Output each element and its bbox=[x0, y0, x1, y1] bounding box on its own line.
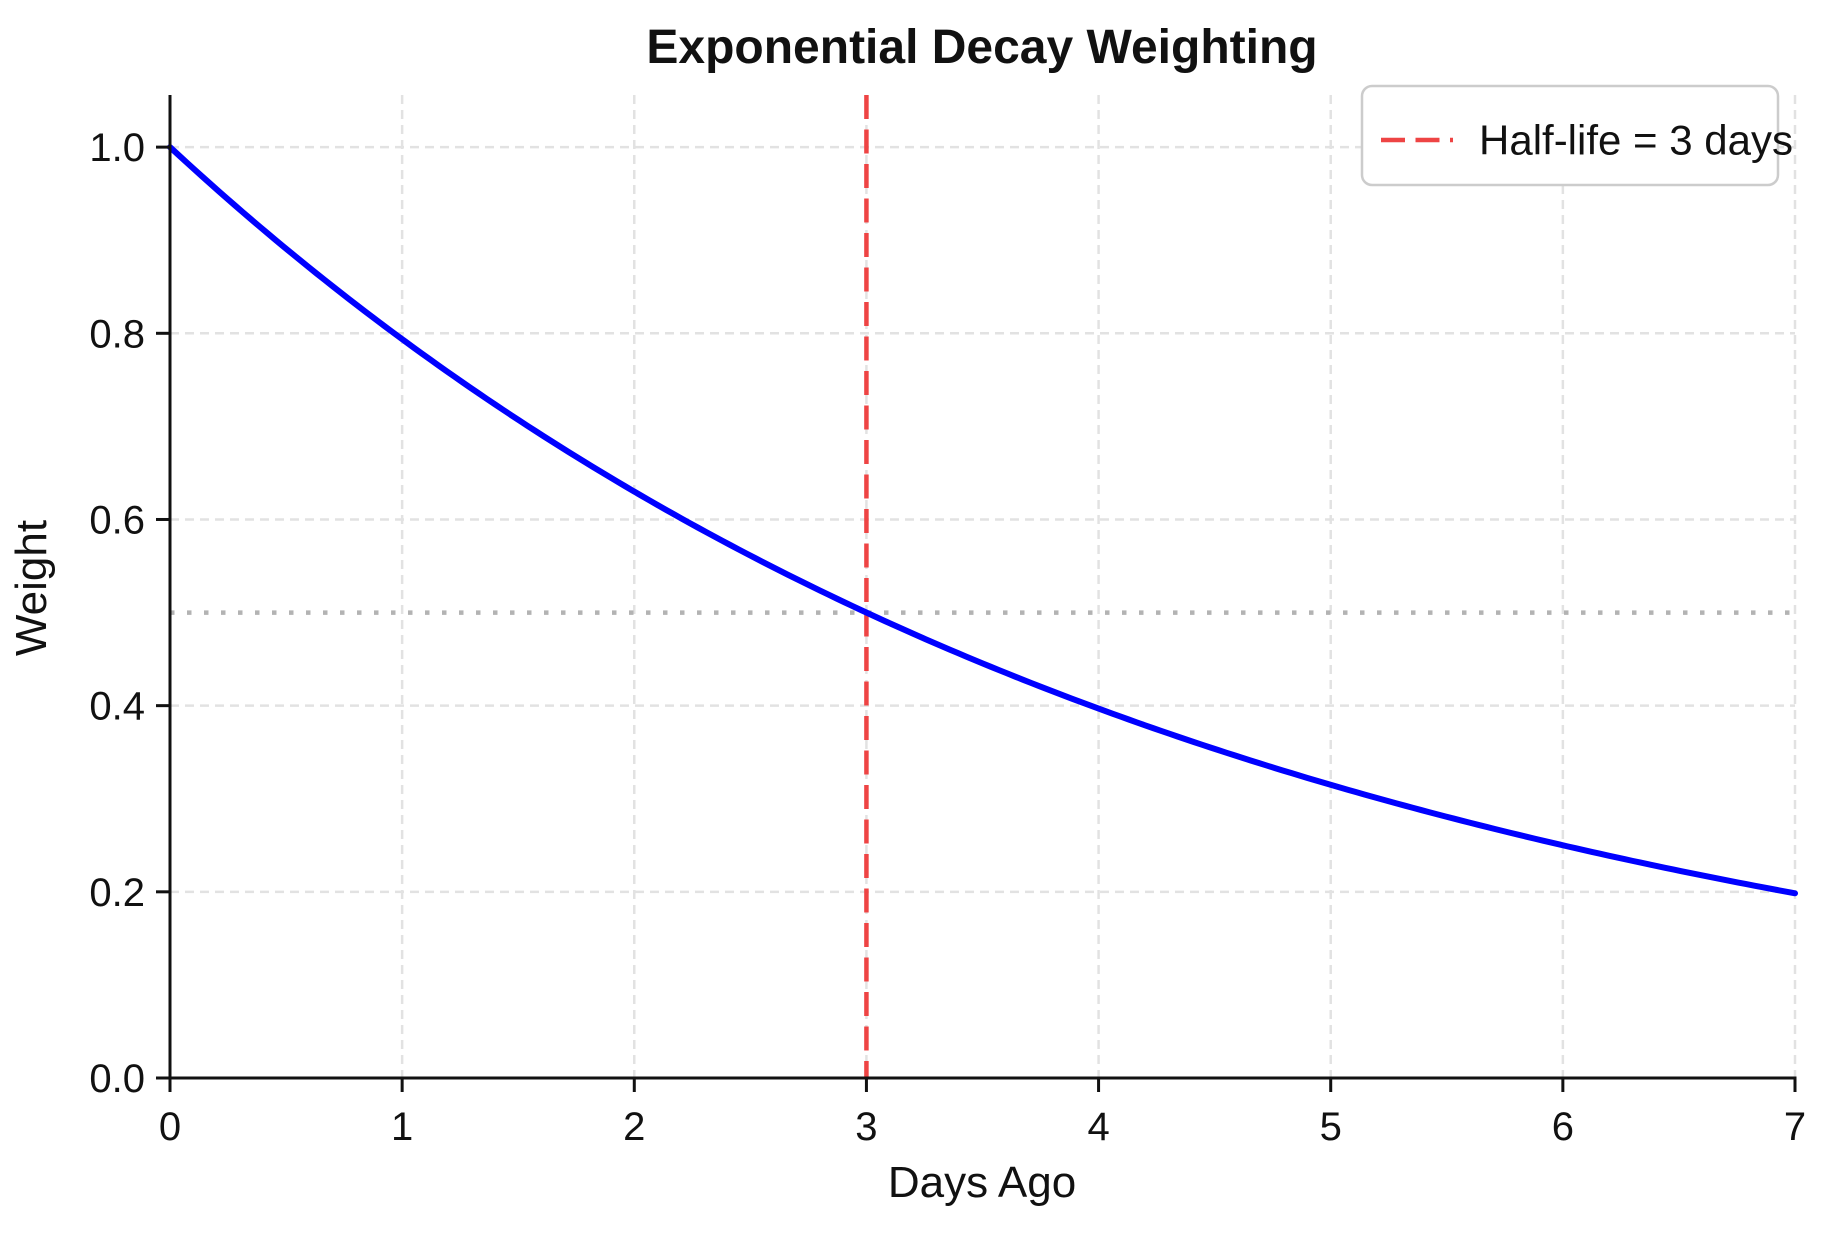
x-axis-label: Days Ago bbox=[888, 1158, 1076, 1207]
x-tick-label: 1 bbox=[391, 1105, 413, 1149]
tick-layer: 0 1 2 3 4 5 6 7 0.0 0.2 0.4 0.6 0.8 1.0 bbox=[89, 126, 1806, 1149]
x-tick-label: 2 bbox=[623, 1105, 645, 1149]
x-tick-label: 3 bbox=[855, 1105, 877, 1149]
axes-layer bbox=[168, 95, 1797, 1080]
legend-box bbox=[1360, 84, 1780, 187]
y-tick-label: 0.2 bbox=[89, 871, 145, 915]
x-tick-label: 0 bbox=[159, 1105, 181, 1149]
chart-title: Exponential Decay Weighting bbox=[646, 21, 1317, 74]
decay-weight-curve bbox=[167, 144, 1798, 897]
y-tick-label: 0.6 bbox=[89, 498, 145, 542]
y-tick-label: 1.0 bbox=[89, 126, 145, 170]
grid-layer bbox=[168, 95, 1797, 1078]
y-tick-label: 0.8 bbox=[89, 312, 145, 356]
x-tick-label: 7 bbox=[1784, 1105, 1806, 1149]
y-axis-label: Weight bbox=[7, 520, 56, 656]
x-tick-label: 5 bbox=[1320, 1105, 1342, 1149]
legend-label: Half-life = 3 days bbox=[1479, 117, 1793, 164]
legend: Half-life = 3 days bbox=[1360, 84, 1793, 187]
y-tick-label: 0.4 bbox=[89, 685, 145, 729]
x-tick-label: 4 bbox=[1087, 1105, 1109, 1149]
y-tick-label: 0.0 bbox=[89, 1057, 145, 1101]
x-tick-label: 6 bbox=[1552, 1105, 1574, 1149]
